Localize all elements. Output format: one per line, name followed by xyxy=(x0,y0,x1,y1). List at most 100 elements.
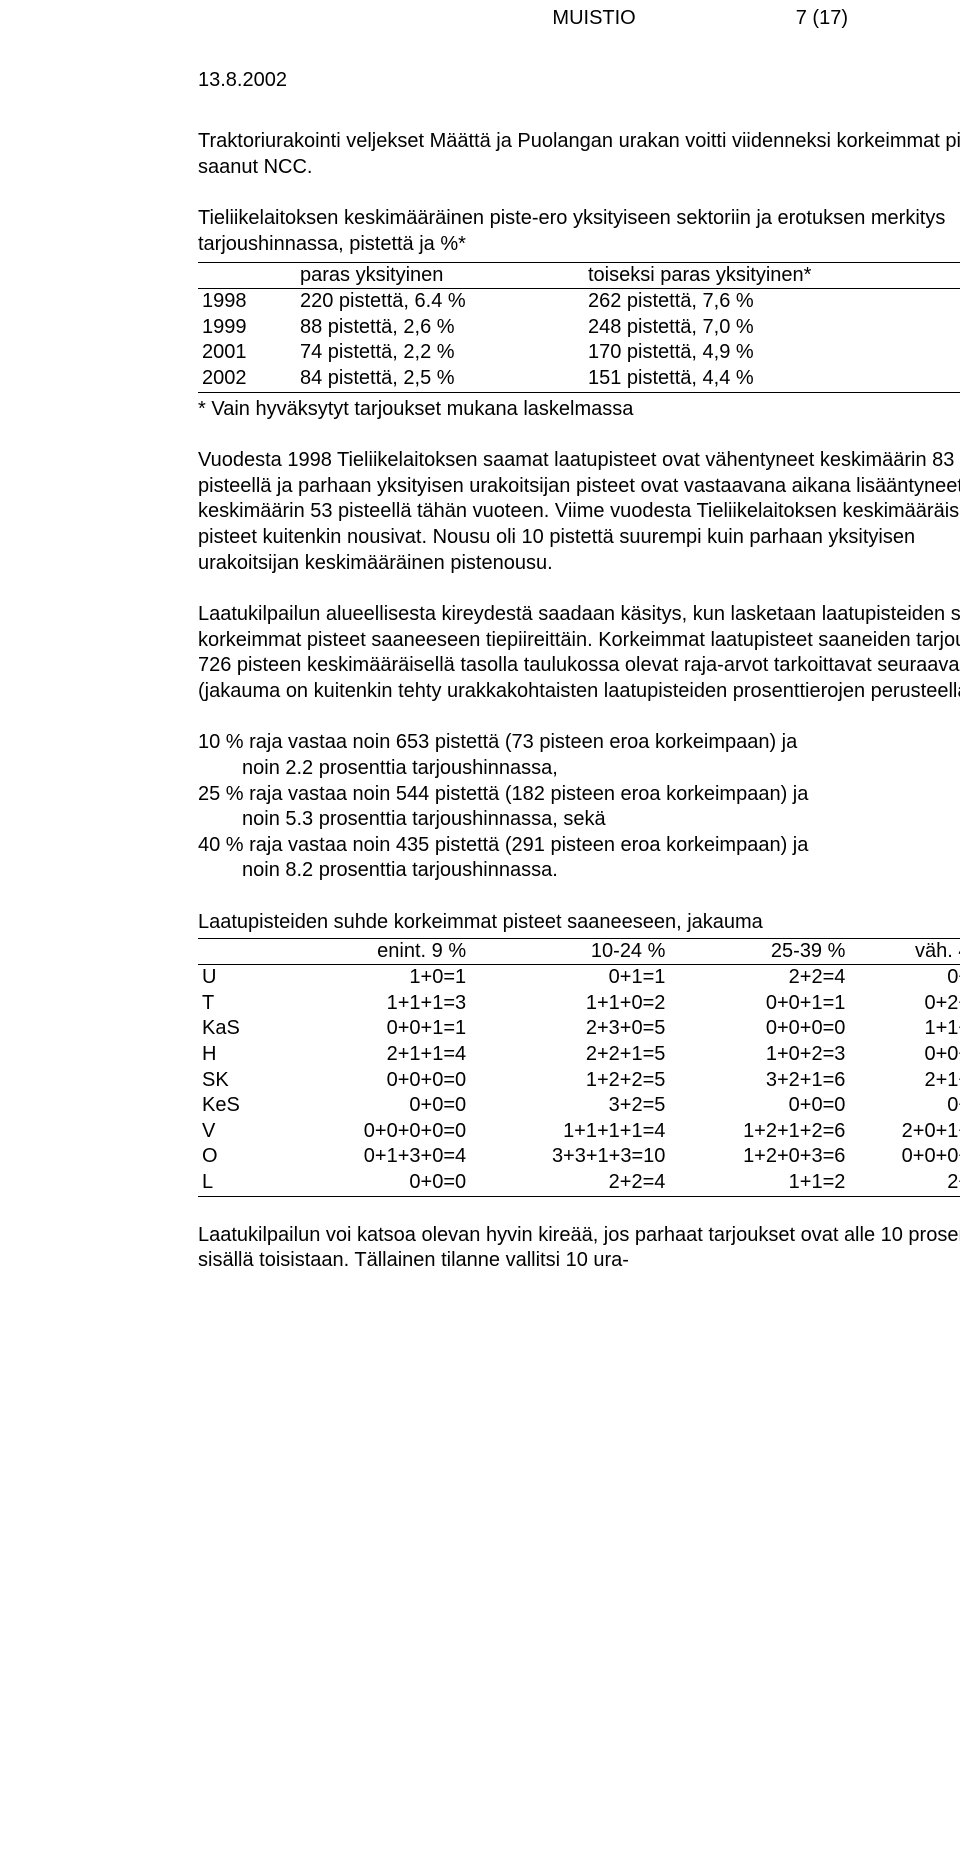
table-cell: 1+1+0=2 xyxy=(470,991,669,1017)
table-header-cell: 10-24 % xyxy=(470,938,669,965)
paragraph-4: Laatukilpailun alueellisesta kireydestä … xyxy=(198,602,960,704)
list-item-cont: noin 2.2 prosenttia tarjoushinnassa, xyxy=(242,756,960,782)
table-cell: 3+3+1+3=10 xyxy=(470,1144,669,1170)
table-cell: KaS xyxy=(198,1016,282,1042)
table-cell: 170 pistettä, 4,9 % xyxy=(584,340,960,366)
table-row: H 2+1+1=4 2+2+1=5 1+0+2=3 0+0+0=0 xyxy=(198,1042,960,1068)
table-cell: 2+1+0=3 xyxy=(849,1068,960,1094)
table-cell: 248 pistettä, 7,0 % xyxy=(584,315,960,341)
table-cell: 1+0=1 xyxy=(282,965,471,991)
page-header: MUISTIO 7 (17) xyxy=(48,6,960,32)
table-header-cell: paras yksityinen xyxy=(296,262,584,289)
table-cell: 0+0+0=0 xyxy=(282,1068,471,1094)
table-cell: T xyxy=(198,991,282,1017)
table-cell: H xyxy=(198,1042,282,1068)
table2-caption: Laatupisteiden suhde korkeimmat pisteet … xyxy=(198,910,960,936)
table-cell: 262 pistettä, 7,6 % xyxy=(584,289,960,315)
document-body: 13.8.2002 Traktoriurakointi veljekset Mä… xyxy=(198,68,960,1274)
table-cell: 1+1=2 xyxy=(669,1170,849,1196)
header-left: MUISTIO xyxy=(552,6,635,32)
table-footnote: * Vain hyväksytyt tarjoukset mukana lask… xyxy=(198,397,960,423)
table-header-cell xyxy=(198,938,282,965)
table-cell: 0+0+1=1 xyxy=(669,991,849,1017)
table-cell: 1998 xyxy=(198,289,296,315)
table-cell: 220 pistettä, 6.4 % xyxy=(296,289,584,315)
table-row: enint. 9 % 10-24 % 25-39 % väh. 40 % xyxy=(198,938,960,965)
table-piste-ero: paras yksityinen toiseksi paras yksityin… xyxy=(198,262,960,393)
threshold-list: 10 % raja vastaa noin 653 pistettä (73 p… xyxy=(198,730,960,884)
list-item: 25 % raja vastaa noin 544 pistettä (182 … xyxy=(198,782,960,808)
table-cell: 1+0+2=3 xyxy=(669,1042,849,1068)
paragraph-1: Traktoriurakointi veljekset Määttä ja Pu… xyxy=(198,129,960,180)
table-cell: 0+0+0+0=0 xyxy=(282,1119,471,1145)
table-row: U 1+0=1 0+1=1 2+2=4 0+1=1 xyxy=(198,965,960,991)
table-cell: 0+0+0+0=0 xyxy=(849,1144,960,1170)
table-cell: 0+0=0 xyxy=(282,1170,471,1196)
table-cell: 1+2+2=5 xyxy=(470,1068,669,1094)
table-cell: 2002 xyxy=(198,366,296,392)
table-cell: 1999 xyxy=(198,315,296,341)
table-row: paras yksityinen toiseksi paras yksityin… xyxy=(198,262,960,289)
table-cell: 88 pistettä, 2,6 % xyxy=(296,315,584,341)
table-cell: O xyxy=(198,1144,282,1170)
table-cell: 0+0=0 xyxy=(849,1093,960,1119)
table-row: V 0+0+0+0=0 1+1+1+1=4 1+2+1+2=6 2+0+1+0=… xyxy=(198,1119,960,1145)
table-cell: 84 pistettä, 2,5 % xyxy=(296,366,584,392)
header-right: 7 (17) xyxy=(796,6,848,32)
table-cell: 1+1+1=3 xyxy=(849,1016,960,1042)
table-row: 2001 74 pistettä, 2,2 % 170 pistettä, 4,… xyxy=(198,340,960,366)
table-cell: 2+2+1=5 xyxy=(470,1042,669,1068)
table-cell: 0+0=0 xyxy=(669,1093,849,1119)
table-cell: 0+0+1=1 xyxy=(282,1016,471,1042)
table-row: KeS 0+0=0 3+2=5 0+0=0 0+0=0 xyxy=(198,1093,960,1119)
table-cell: 1+2+1+2=6 xyxy=(669,1119,849,1145)
document-date: 13.8.2002 xyxy=(198,68,960,94)
table-row: 2002 84 pistettä, 2,5 % 151 pistettä, 4,… xyxy=(198,366,960,392)
paragraph-5: Laatukilpailun voi katsoa olevan hyvin k… xyxy=(198,1223,960,1274)
table-cell: SK xyxy=(198,1068,282,1094)
table-cell: 2001 xyxy=(198,340,296,366)
table-cell: 1+1+1+1=4 xyxy=(470,1119,669,1145)
table-cell: 0+1=1 xyxy=(470,965,669,991)
list-item-cont: noin 5.3 prosenttia tarjoushinnassa, sek… xyxy=(242,807,960,833)
table-cell: 1+1+1=3 xyxy=(282,991,471,1017)
table-cell: KeS xyxy=(198,1093,282,1119)
list-item-cont: noin 8.2 prosenttia tarjoushinnassa. xyxy=(242,858,960,884)
table-cell: 74 pistettä, 2,2 % xyxy=(296,340,584,366)
table-cell: 2+1+1=4 xyxy=(282,1042,471,1068)
table-header-cell: 25-39 % xyxy=(669,938,849,965)
table-row: SK 0+0+0=0 1+2+2=5 3+2+1=6 2+1+0=3 xyxy=(198,1068,960,1094)
table-row: L 0+0=0 2+2=4 1+1=2 2+0=2 xyxy=(198,1170,960,1196)
table-cell: L xyxy=(198,1170,282,1196)
table-row: O 0+1+3+0=4 3+3+1+3=10 1+2+0+3=6 0+0+0+0… xyxy=(198,1144,960,1170)
table-cell: U xyxy=(198,965,282,991)
table-row: 1999 88 pistettä, 2,6 % 248 pistettä, 7,… xyxy=(198,315,960,341)
table-cell: 0+0=0 xyxy=(282,1093,471,1119)
paragraph-2: Tieliikelaitoksen keskimääräinen piste-e… xyxy=(198,206,960,257)
table-cell: V xyxy=(198,1119,282,1145)
table-row: KaS 0+0+1=1 2+3+0=5 0+0+0=0 1+1+1=3 xyxy=(198,1016,960,1042)
table-cell: 3+2+1=6 xyxy=(669,1068,849,1094)
table-cell: 3+2=5 xyxy=(470,1093,669,1119)
table-cell: 0+0+0=0 xyxy=(849,1042,960,1068)
table-cell: 2+2=4 xyxy=(669,965,849,991)
table-header-cell: toiseksi paras yksityinen* xyxy=(584,262,960,289)
table-cell: 0+0+0=0 xyxy=(669,1016,849,1042)
paragraph-3: Vuodesta 1998 Tieliikelaitoksen saamat l… xyxy=(198,448,960,576)
table-cell: 0+1+3+0=4 xyxy=(282,1144,471,1170)
table-jakauma: enint. 9 % 10-24 % 25-39 % väh. 40 % U 1… xyxy=(198,938,960,1197)
table-cell: 1+2+0+3=6 xyxy=(669,1144,849,1170)
table-header-cell: enint. 9 % xyxy=(282,938,471,965)
table-header-cell: väh. 40 % xyxy=(849,938,960,965)
table-cell: 2+3+0=5 xyxy=(470,1016,669,1042)
table-cell: 2+2=4 xyxy=(470,1170,669,1196)
table-row: 1998 220 pistettä, 6.4 % 262 pistettä, 7… xyxy=(198,289,960,315)
table-cell: 0+1=1 xyxy=(849,965,960,991)
list-item: 40 % raja vastaa noin 435 pistettä (291 … xyxy=(198,833,960,859)
table-cell: 0+2+1=3 xyxy=(849,991,960,1017)
list-item: 10 % raja vastaa noin 653 pistettä (73 p… xyxy=(198,730,960,756)
table-header-cell xyxy=(198,262,296,289)
table-cell: 2+0=2 xyxy=(849,1170,960,1196)
table-cell: 2+0+1+0=3 xyxy=(849,1119,960,1145)
table-row: T 1+1+1=3 1+1+0=2 0+0+1=1 0+2+1=3 xyxy=(198,991,960,1017)
